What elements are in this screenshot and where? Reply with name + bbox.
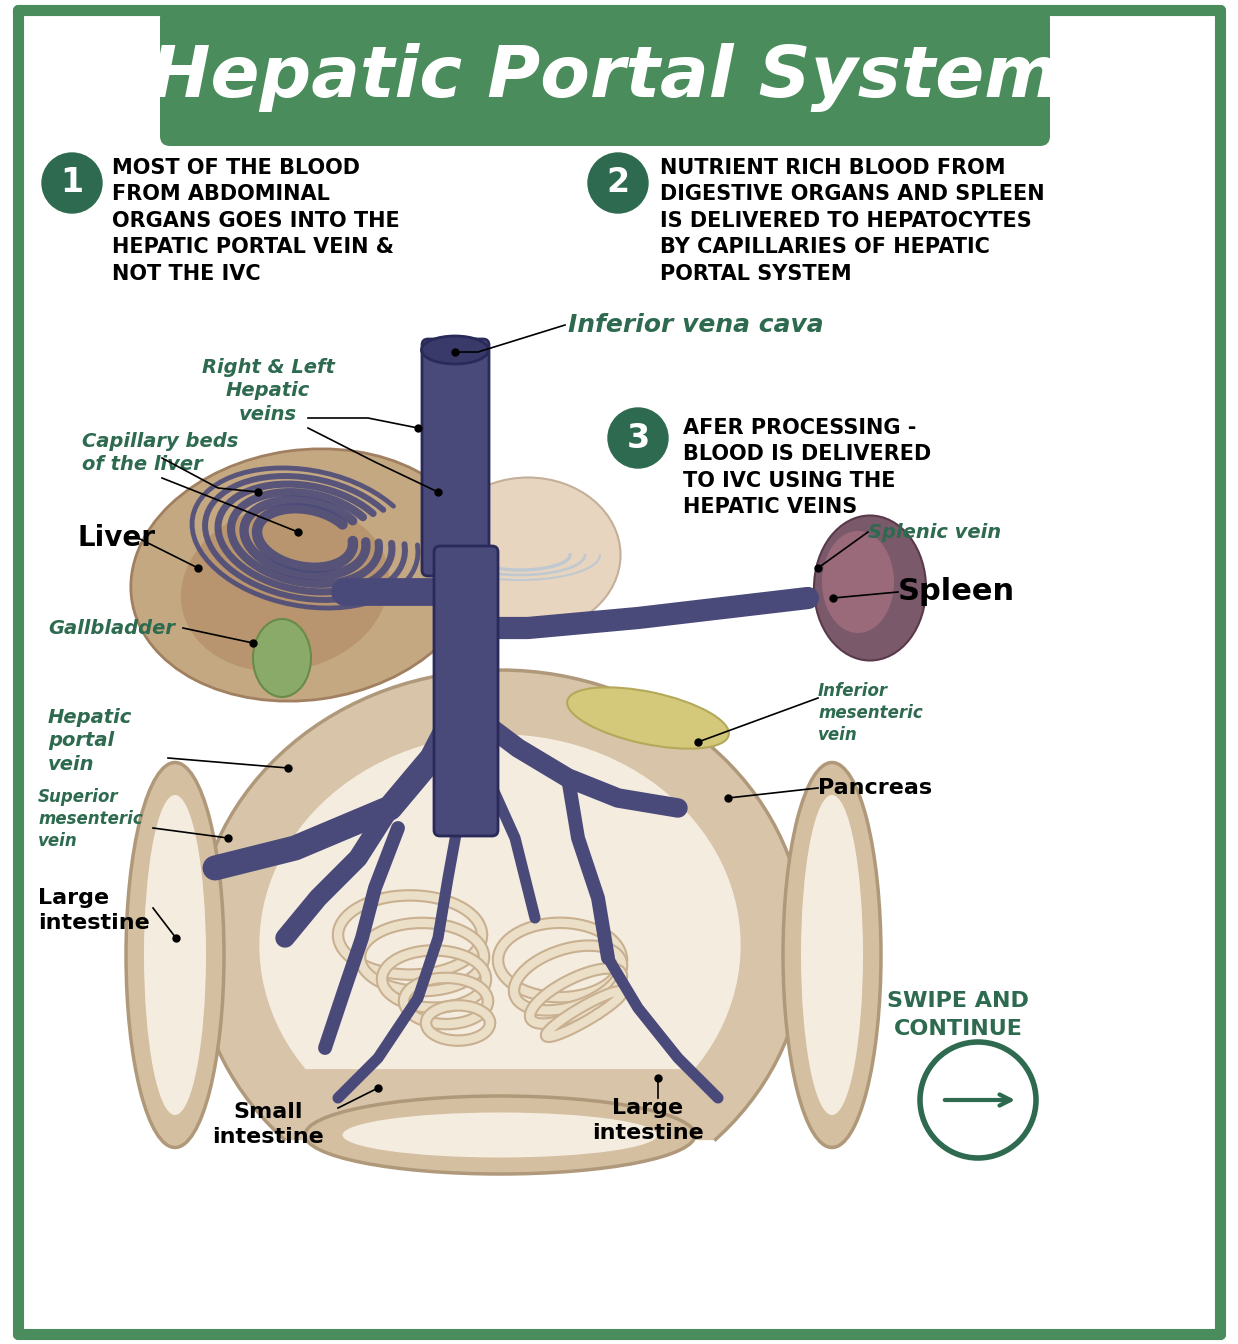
Ellipse shape bbox=[421, 336, 489, 364]
Ellipse shape bbox=[253, 620, 311, 698]
Text: Hepatic Portal System: Hepatic Portal System bbox=[150, 43, 1060, 113]
Ellipse shape bbox=[305, 1095, 695, 1175]
Text: Hepatic
portal
vein: Hepatic portal vein bbox=[48, 708, 132, 774]
Text: NUTRIENT RICH BLOOD FROM
DIGESTIVE ORGANS AND SPLEEN
IS DELIVERED TO HEPATOCYTES: NUTRIENT RICH BLOOD FROM DIGESTIVE ORGAN… bbox=[660, 159, 1045, 284]
Text: Small
intestine: Small intestine bbox=[212, 1102, 324, 1146]
Text: Splenic vein: Splenic vein bbox=[868, 523, 1002, 542]
Ellipse shape bbox=[801, 796, 863, 1116]
FancyBboxPatch shape bbox=[422, 339, 489, 577]
Text: Gallbladder: Gallbladder bbox=[48, 618, 175, 637]
Ellipse shape bbox=[782, 762, 881, 1148]
Text: 1: 1 bbox=[61, 167, 83, 199]
Text: SWIPE AND
CONTINUE: SWIPE AND CONTINUE bbox=[888, 991, 1029, 1039]
Text: 2: 2 bbox=[607, 167, 630, 199]
Ellipse shape bbox=[436, 477, 620, 633]
Ellipse shape bbox=[815, 516, 926, 660]
Ellipse shape bbox=[181, 504, 389, 672]
Text: 3: 3 bbox=[626, 422, 650, 454]
Circle shape bbox=[608, 409, 669, 468]
FancyBboxPatch shape bbox=[435, 546, 498, 836]
Ellipse shape bbox=[131, 449, 479, 702]
Circle shape bbox=[42, 153, 102, 212]
Ellipse shape bbox=[144, 796, 206, 1116]
Ellipse shape bbox=[822, 531, 894, 633]
Ellipse shape bbox=[126, 762, 224, 1148]
Ellipse shape bbox=[343, 1113, 657, 1157]
Circle shape bbox=[588, 153, 647, 212]
Text: Spleen: Spleen bbox=[898, 578, 1015, 606]
Ellipse shape bbox=[567, 687, 729, 749]
Text: Inferior
mesenteric
vein: Inferior mesenteric vein bbox=[818, 681, 922, 745]
Text: Superior
mesenteric
vein: Superior mesenteric vein bbox=[38, 788, 142, 851]
Text: Inferior vena cava: Inferior vena cava bbox=[568, 313, 823, 337]
Text: Liver: Liver bbox=[78, 524, 156, 552]
Text: Right & Left
Hepatic
veins: Right & Left Hepatic veins bbox=[202, 358, 334, 423]
Text: Capillary beds
of the liver: Capillary beds of the liver bbox=[82, 431, 239, 474]
Polygon shape bbox=[196, 671, 805, 1140]
FancyBboxPatch shape bbox=[160, 8, 1050, 146]
Text: AFER PROCESSING -
BLOOD IS DELIVERED
TO IVC USING THE
HEPATIC VEINS: AFER PROCESSING - BLOOD IS DELIVERED TO … bbox=[683, 418, 931, 517]
Text: Large
intestine: Large intestine bbox=[592, 1098, 704, 1142]
Text: Pancreas: Pancreas bbox=[818, 778, 932, 798]
Text: Large
intestine: Large intestine bbox=[38, 888, 150, 933]
Polygon shape bbox=[260, 735, 740, 1068]
Text: MOST OF THE BLOOD
FROM ABDOMINAL
ORGANS GOES INTO THE
HEPATIC PORTAL VEIN &
NOT : MOST OF THE BLOOD FROM ABDOMINAL ORGANS … bbox=[111, 159, 400, 284]
